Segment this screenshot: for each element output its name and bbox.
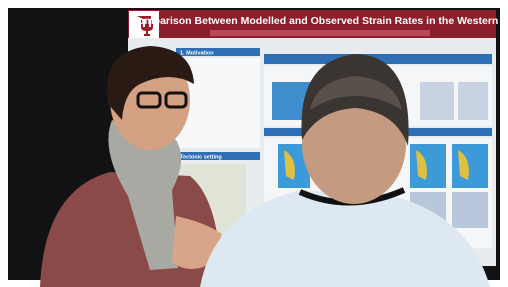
strain-map	[410, 144, 446, 188]
poster-title: Comparison Between Modelled and Observed…	[130, 15, 508, 27]
photo: Comparison Between Modelled and Observed…	[0, 0, 508, 287]
section-title: 1. Motivation	[180, 51, 214, 57]
strain-map	[458, 82, 488, 120]
author-line	[210, 30, 430, 36]
strain-map	[452, 192, 488, 228]
strain-map	[452, 144, 488, 188]
strain-map	[420, 82, 454, 120]
section-title: Tectonic setting	[180, 155, 222, 161]
